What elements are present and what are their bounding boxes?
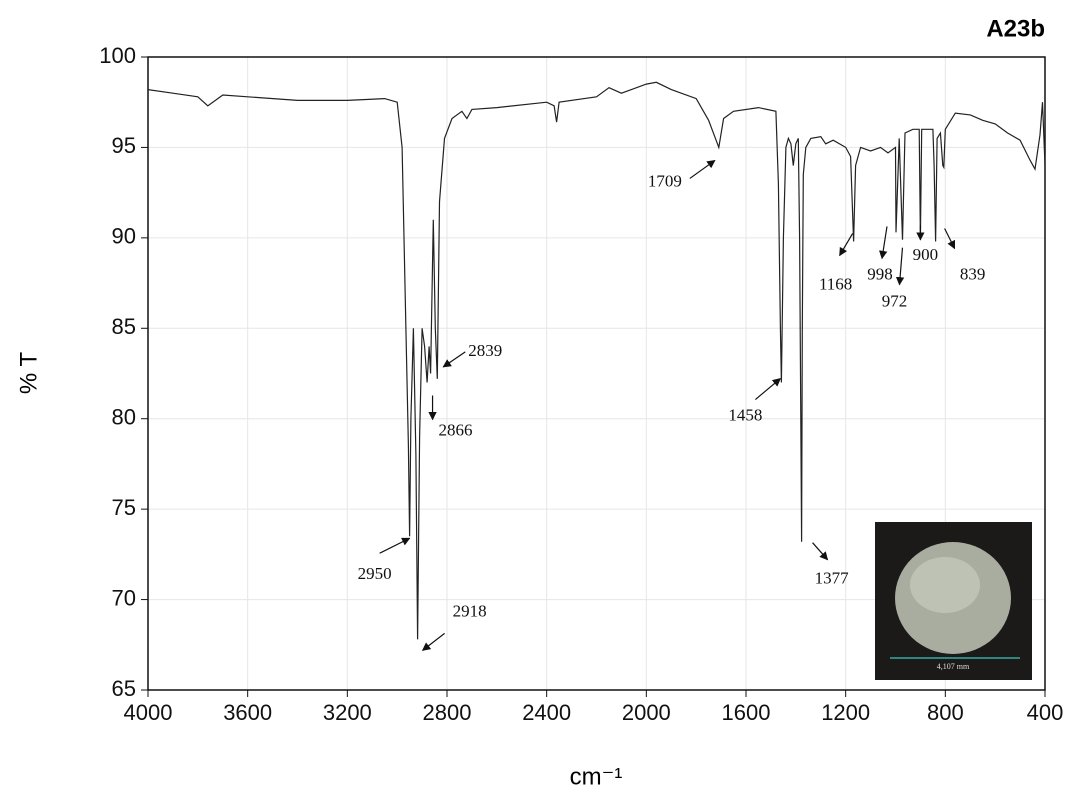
annotation-arrow xyxy=(879,226,888,260)
annotation-label: 2866 xyxy=(439,420,473,439)
annotation-label: 2839 xyxy=(468,341,502,360)
annotation-label: 900 xyxy=(913,245,939,264)
spectrum-line xyxy=(147,81,1046,640)
annotation-arrow xyxy=(689,159,716,179)
x-tick-label: 3600 xyxy=(223,700,272,725)
y-tick-label: 75 xyxy=(112,495,136,520)
annotation-arrow xyxy=(421,632,445,651)
x-tick-label: 400 xyxy=(1027,700,1064,725)
annotation-label: 1168 xyxy=(819,274,852,293)
y-tick-label: 100 xyxy=(99,43,136,68)
annotation-arrow xyxy=(895,247,905,286)
annotation-arrow xyxy=(754,378,782,401)
annotation-label: 1377 xyxy=(815,569,850,588)
y-tick-label: 90 xyxy=(112,224,136,249)
y-tick-label: 70 xyxy=(112,585,136,610)
x-tick-label: 4000 xyxy=(124,700,173,725)
x-tick-label: 2400 xyxy=(522,700,571,725)
annotation-arrow xyxy=(379,537,411,554)
x-tick-label: 1600 xyxy=(722,700,771,725)
annotation-label: 972 xyxy=(882,292,908,311)
inset-scale-label: 4,107 mm xyxy=(937,662,970,671)
annotation-arrow xyxy=(944,228,956,250)
y-tick-label: 85 xyxy=(112,314,136,339)
y-axis-label: % T xyxy=(15,352,42,395)
x-axis-label: cm⁻¹ xyxy=(570,763,623,790)
x-tick-label: 2000 xyxy=(622,700,671,725)
inset-photo: 4,107 mm xyxy=(875,522,1032,680)
x-tick-label: 1200 xyxy=(821,700,870,725)
annotation-label: 839 xyxy=(960,264,986,283)
annotation-arrow xyxy=(442,351,466,368)
y-tick-label: 80 xyxy=(112,405,136,430)
x-tick-label: 3200 xyxy=(323,700,372,725)
annotation-label: 1458 xyxy=(728,405,762,424)
plot-frame xyxy=(147,56,1046,691)
annotation-label: 998 xyxy=(867,264,893,283)
y-tick-label: 65 xyxy=(112,676,136,701)
annotation-label: 2950 xyxy=(358,564,392,583)
annotation-label: 1709 xyxy=(648,171,682,190)
x-tick-label: 2800 xyxy=(423,700,472,725)
annotation-label: 2918 xyxy=(453,601,487,620)
annotation-arrow xyxy=(812,542,829,561)
inset-highlight xyxy=(910,557,980,613)
annotation-arrow xyxy=(839,233,854,257)
chart-title: A23b xyxy=(986,15,1045,42)
x-tick-label: 800 xyxy=(927,700,964,725)
y-tick-label: 95 xyxy=(112,133,136,158)
